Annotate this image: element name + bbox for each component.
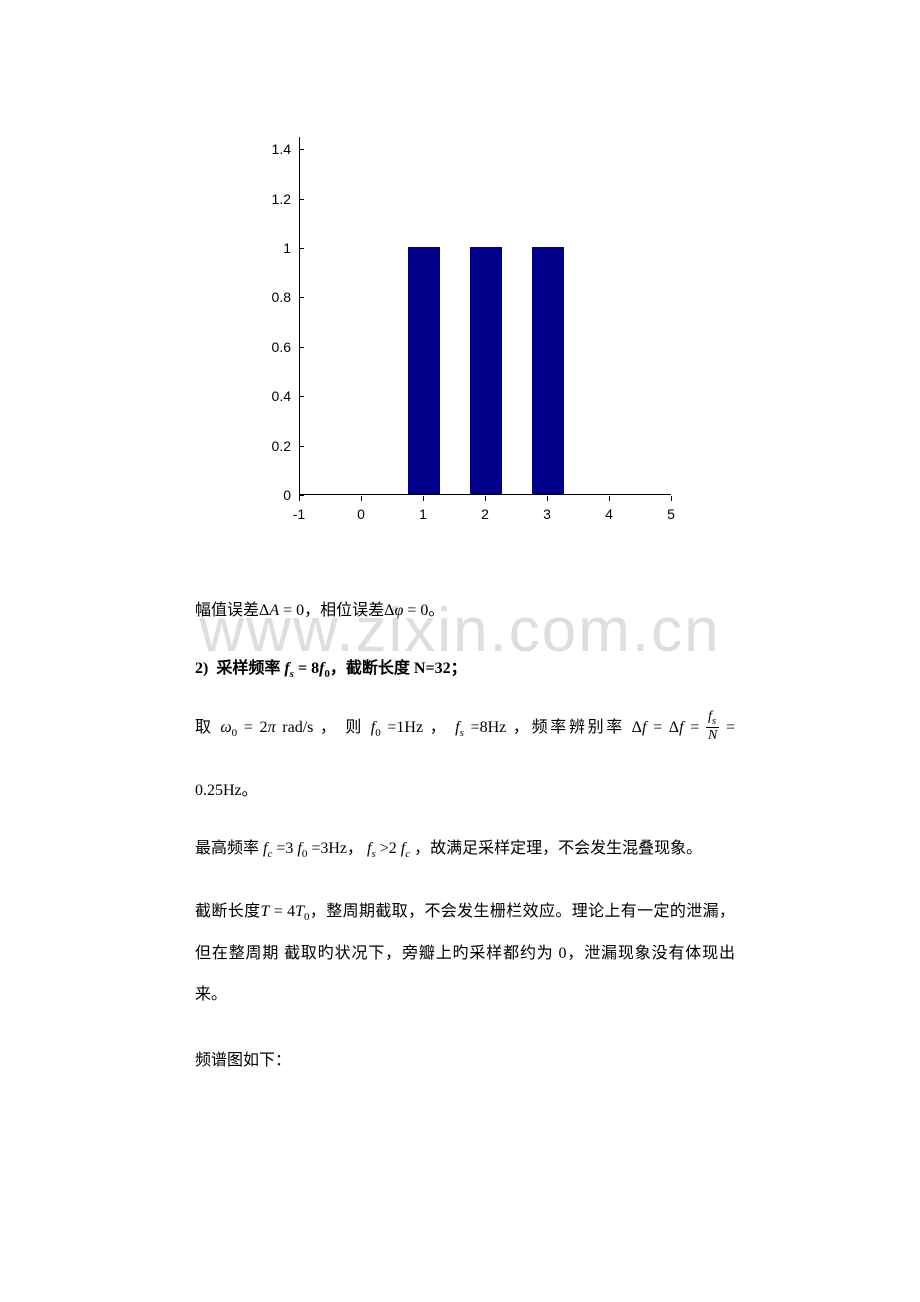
xtick (423, 496, 424, 501)
var: ω (220, 719, 231, 736)
bar (532, 247, 564, 494)
xtick (671, 496, 672, 501)
eq: Δφ = 0 (384, 602, 428, 619)
spectrum-label-line: 频谱图如下： (195, 1045, 735, 1077)
eq: = 8 (294, 660, 319, 677)
label: ，截断长度 N=32； (330, 660, 467, 677)
xtick-label: 0 (349, 506, 373, 522)
label: >2 (376, 840, 401, 857)
xtick (485, 496, 486, 501)
ytick (299, 297, 304, 298)
eq: = 4 (269, 903, 295, 920)
ytick (299, 446, 304, 447)
max-freq-line: 最高频率 fc =3 f0 =3Hz， fs >2 fc ，故满足采样定理，不会… (195, 833, 735, 865)
xtick-label: 1 (411, 506, 435, 522)
ytick (299, 199, 304, 200)
item-number: 2) (195, 660, 208, 677)
ytick (299, 347, 304, 348)
plot-area (299, 137, 671, 495)
ytick (299, 149, 304, 150)
ytick-label: 0.8 (255, 289, 291, 305)
xtick (609, 496, 610, 501)
truncation-paragraph: 截断长度T = 4T0，整周期截取，不会发生栅栏效应。理论上有一定的泄漏，但在整… (195, 891, 735, 1016)
label: =3Hz， (307, 840, 367, 857)
label: 最高频率 (195, 840, 263, 857)
label: =1Hz ， (381, 719, 455, 736)
xtick-label: 2 (473, 506, 497, 522)
ytick-label: 0.4 (255, 388, 291, 404)
label: 采样频率 (216, 660, 284, 677)
bar (408, 247, 440, 494)
resolution-line-1: 取 ω0 = 2π rad/s ， 则 f0 =1Hz ， fs =8Hz ，频… (195, 711, 735, 745)
xtick-label: 5 (659, 506, 683, 522)
eq: = 2π (237, 719, 275, 736)
xtick (547, 496, 548, 501)
question-2-heading: 2) 采样频率 fs = 8f0，截断长度 N=32； (195, 653, 735, 685)
label: =3 (272, 840, 297, 857)
bar-chart: 0 0.2 0.4 0.6 0.8 1 1.2 1.4 -1 0 1 2 3 4 5 (255, 122, 685, 527)
resolution-line-2: 0.25Hz。 (195, 775, 735, 807)
label: rad/s ， 则 (276, 719, 371, 736)
ytick-label: 1.2 (255, 191, 291, 207)
label: ，相位误差 (304, 602, 384, 619)
label: 。 (428, 602, 444, 619)
label: =8Hz ，频率辨别率 (464, 719, 632, 736)
xtick (361, 496, 362, 501)
ytick-label: 1.4 (255, 141, 291, 157)
ytick (299, 248, 304, 249)
eq: Δf = Δf = (632, 719, 706, 736)
ytick-label: 0 (255, 487, 291, 503)
eq: = (719, 719, 735, 736)
xtick-label: 3 (535, 506, 559, 522)
label: 取 (195, 719, 220, 736)
amp-error-line: 幅值误差ΔA = 0，相位误差Δφ = 0。 (195, 595, 735, 627)
label: 幅值误差 (195, 602, 259, 619)
xtick-label: 4 (597, 506, 621, 522)
ytick-label: 0.2 (255, 438, 291, 454)
bar (470, 247, 502, 494)
xtick-label: -1 (287, 506, 311, 522)
eq: T (295, 903, 304, 920)
ytick-label: 0.6 (255, 339, 291, 355)
eq: ΔA = 0 (259, 602, 304, 619)
ytick-label: 1 (255, 240, 291, 256)
fraction: fsN (706, 709, 719, 743)
label: 截断长度 (195, 903, 260, 920)
xtick (299, 496, 300, 501)
ytick (299, 396, 304, 397)
label: ，故满足采样定理，不会发生混叠现象。 (410, 840, 702, 857)
